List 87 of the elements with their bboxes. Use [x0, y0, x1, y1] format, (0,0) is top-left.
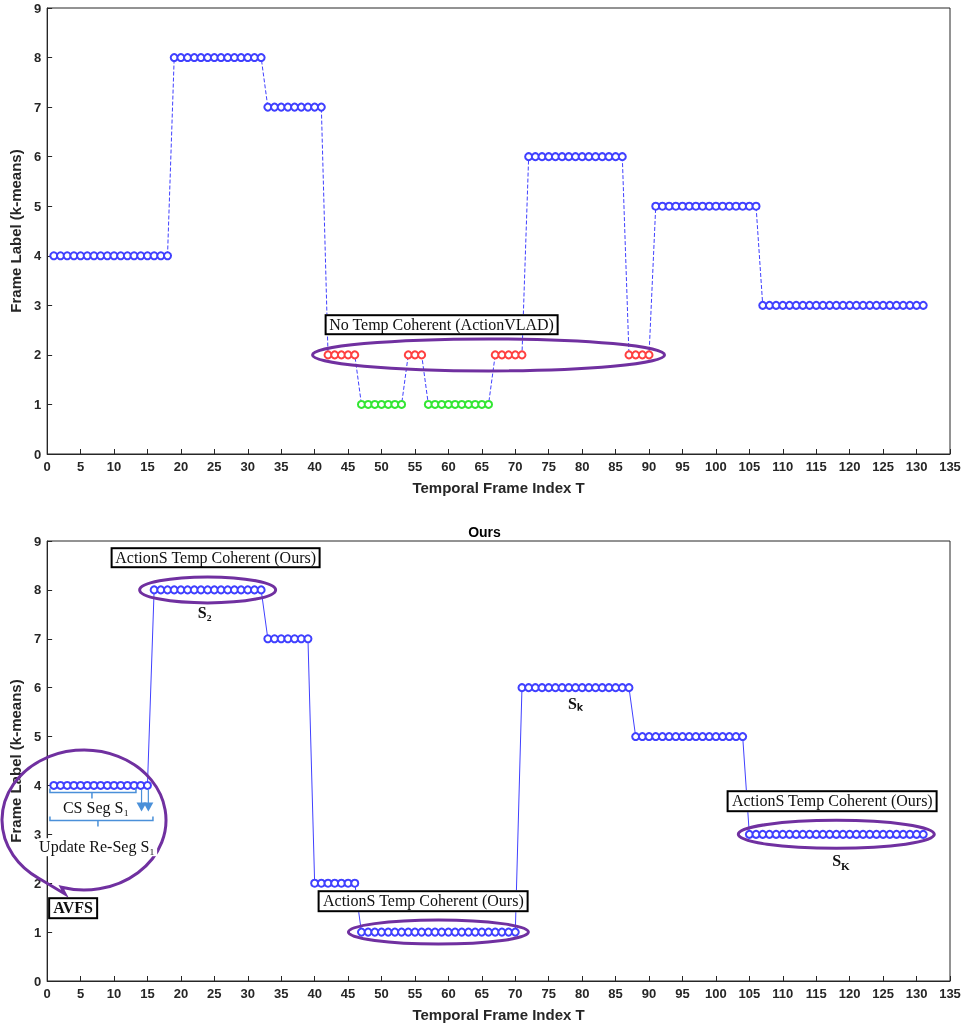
x-tick-label: 90	[641, 459, 657, 474]
y-tick-label: 4	[33, 777, 42, 793]
y-tick-label: 7	[33, 99, 42, 115]
x-tick-label: 50	[374, 459, 389, 474]
y-tick-label: 8	[33, 582, 42, 598]
y-tick-label: 0	[33, 973, 42, 989]
x-tick-label: 60	[441, 986, 456, 1001]
x-tick-label: 95	[675, 459, 690, 474]
annotation: S₂	[197, 604, 212, 622]
annotation: AVFS	[48, 897, 98, 919]
x-tick-label: 125	[872, 986, 894, 1001]
x-tick-label: 20	[173, 459, 189, 474]
x-tick-label: 65	[474, 986, 490, 1001]
x-tick-label: 120	[838, 459, 861, 474]
x-tick-label: 35	[273, 459, 289, 474]
y-tick-label: 1	[33, 924, 42, 940]
x-tick-label: 40	[307, 459, 322, 474]
y-tick-label: 7	[33, 631, 42, 647]
x-tick-label: 55	[407, 986, 423, 1001]
x-axis-title: Temporal Frame Index T	[412, 1006, 585, 1023]
y-tick-label: 5	[33, 729, 42, 745]
x-tick-label: 10	[106, 459, 122, 474]
x-tick-label: 45	[340, 986, 356, 1001]
y-tick-label: 6	[33, 680, 42, 696]
x-tick-label: 75	[541, 459, 556, 474]
x-tick-label: 30	[240, 986, 255, 1001]
x-tick-label: 5	[76, 459, 85, 474]
x-tick-label: 85	[608, 459, 623, 474]
x-tick-label: 105	[738, 459, 761, 474]
annotation: ActionS Temp Coherent (Ours)	[110, 547, 322, 569]
x-tick-label: 35	[273, 986, 289, 1001]
x-tick-label: 15	[140, 986, 155, 1001]
y-axis-title: Frame Label (k-means)	[7, 149, 24, 313]
x-tick-label: 55	[407, 459, 423, 474]
y-tick-label: 9	[33, 533, 42, 549]
annotation: ActionS Temp Coherent (Ours)	[726, 790, 938, 813]
y-tick-label: 2	[33, 875, 42, 891]
x-tick-label: 125	[872, 459, 894, 474]
annotation: No Temp Coherent (ActionVLAD)	[324, 314, 559, 336]
y-tick-label: 0	[33, 446, 42, 462]
x-tick-label: 70	[508, 986, 523, 1001]
x-tick-label: 105	[738, 986, 761, 1001]
x-tick-label: 70	[508, 459, 523, 474]
annotation: CS Seg S₁	[62, 799, 129, 818]
y-tick-label: 3	[33, 297, 42, 313]
x-tick-label: 115	[805, 459, 827, 474]
y-tick-label: 4	[33, 248, 42, 264]
y-tick-label: 8	[33, 50, 42, 66]
x-tick-label: 65	[474, 459, 490, 474]
x-tick-label: 5	[76, 986, 85, 1001]
x-tick-label: 100	[705, 459, 727, 474]
x-tick-label: 80	[574, 986, 590, 1001]
x-axis-title: Temporal Frame Index T	[412, 479, 585, 496]
chart-title: Ours	[468, 524, 502, 540]
x-tick-label: 130	[905, 459, 928, 474]
annotation: Sₖ	[568, 694, 583, 713]
x-tick-label: 95	[675, 986, 690, 1001]
x-tick-label: 15	[140, 459, 155, 474]
annotation: Update Re-Seg S₁	[37, 838, 157, 856]
x-tick-label: 75	[541, 986, 556, 1001]
x-tick-label: 25	[207, 459, 222, 474]
x-tick-label: 135	[939, 459, 961, 474]
y-tick-label: 5	[33, 198, 42, 214]
annotation: ActionS Temp Coherent (Ours)	[317, 890, 529, 912]
x-tick-label: 115	[805, 986, 827, 1001]
y-tick-label: 1	[33, 396, 42, 412]
x-tick-label: 40	[307, 986, 322, 1001]
x-tick-label: 85	[608, 986, 623, 1001]
x-tick-label: 135	[939, 986, 961, 1001]
x-tick-label: 80	[574, 459, 590, 474]
x-tick-label: 30	[240, 459, 255, 474]
x-tick-label: 100	[705, 986, 727, 1001]
y-tick-label: 6	[33, 149, 42, 165]
x-tick-label: 60	[441, 459, 456, 474]
x-tick-label: 50	[374, 986, 389, 1001]
annotation: S$_{K}$	[832, 852, 850, 873]
x-tick-label: 25	[207, 986, 222, 1001]
y-tick-label: 9	[33, 0, 42, 16]
x-tick-label: 130	[905, 986, 928, 1001]
x-tick-label: 110	[772, 459, 794, 474]
x-tick-label: 45	[340, 459, 356, 474]
x-tick-label: 10	[106, 986, 122, 1001]
x-tick-label: 110	[772, 986, 794, 1001]
y-tick-label: 2	[33, 347, 42, 363]
x-tick-label: 120	[838, 986, 861, 1001]
x-tick-label: 20	[173, 986, 189, 1001]
x-tick-label: 90	[641, 986, 657, 1001]
